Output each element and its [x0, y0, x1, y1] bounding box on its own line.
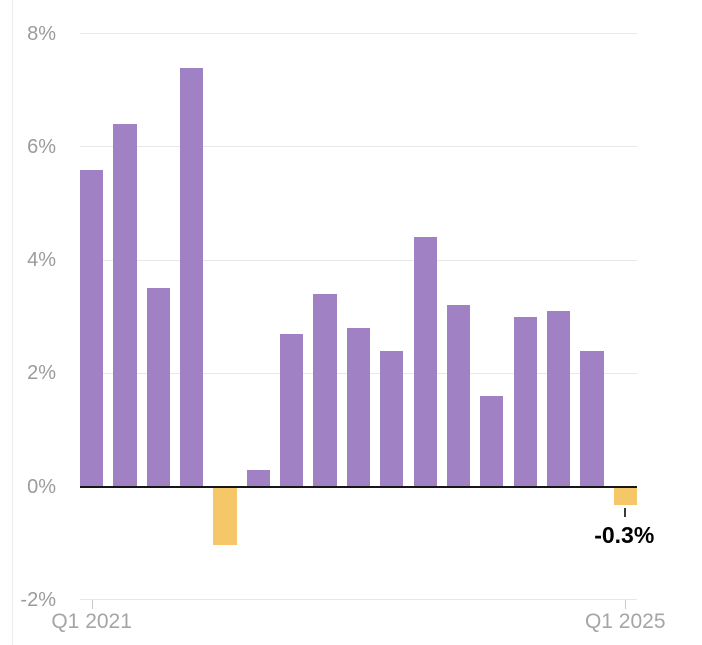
bar-q4-2024 — [580, 350, 604, 487]
x-tick-label-q1-2025: Q1 2025 — [584, 610, 666, 633]
bar-q2-2021 — [113, 124, 137, 487]
y-tick-label-0pct: 0% — [27, 475, 56, 498]
bar-q2-2022 — [246, 469, 271, 487]
bar-q1-2021 — [80, 169, 104, 487]
y-tick-label-6pct: 6% — [27, 135, 56, 158]
x-tick-q1-2021 — [91, 599, 93, 609]
bar-q2-2023 — [380, 350, 404, 487]
y-tick-label-4pct: 4% — [27, 249, 56, 272]
x-tick-label-q1-2021: Q1 2021 — [51, 610, 132, 633]
bar-q1-2025 — [613, 488, 637, 505]
annotation-label: -0.3% — [594, 521, 655, 548]
gridline-4pct — [80, 259, 637, 261]
gridline-8pct — [80, 33, 637, 35]
bar-q1-2022 — [213, 488, 237, 545]
bar-q4-2022 — [313, 294, 337, 487]
bar-q2-2024 — [513, 316, 537, 487]
y-tick-label-2pct: 2% — [27, 362, 56, 385]
bar-q4-2021 — [180, 67, 204, 487]
bar-q4-2023 — [446, 305, 471, 487]
x-tick-q1-2025 — [625, 599, 627, 609]
bar-q3-2023 — [413, 237, 437, 487]
zero-axis-line — [80, 485, 637, 488]
bar-q3-2024 — [546, 311, 571, 487]
bar-q3-2022 — [280, 333, 304, 487]
page-left-border — [12, 0, 13, 645]
gridline--2pct — [80, 599, 637, 601]
y-tick-label--2pct: -2% — [20, 588, 56, 611]
gridline-6pct — [80, 146, 637, 148]
y-tick-label-8pct: 8% — [27, 22, 56, 45]
bar-q1-2024 — [480, 395, 504, 487]
bar-q3-2021 — [146, 288, 170, 487]
annotation-leader-tick — [624, 507, 627, 517]
bar-q1-2023 — [346, 328, 371, 487]
